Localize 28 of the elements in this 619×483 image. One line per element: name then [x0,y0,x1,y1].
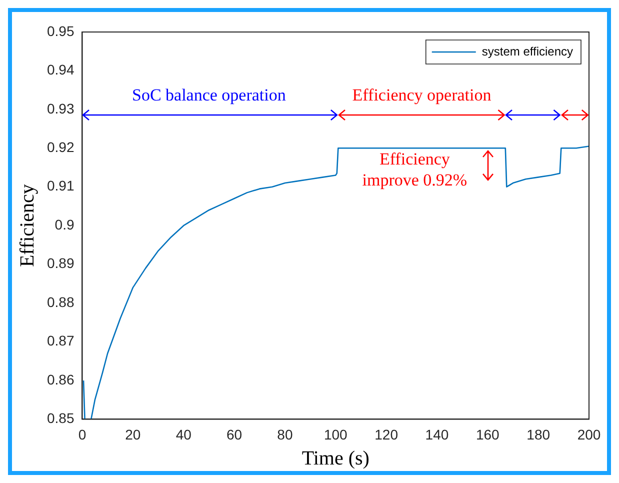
annotation: Efficiency improve 0.92% [362,150,468,190]
y-tick-label: 0.86 [47,371,74,388]
x-tick-label: 120 [374,426,398,442]
x-tick-label: 20 [125,426,141,442]
y-tick-label: 0.88 [47,294,74,310]
y-tick-label: 0.93 [47,100,74,116]
y-tick-label: 0.9 [54,216,74,232]
x-tick-label: 100 [324,426,348,442]
x-tick-label: 0 [78,426,86,442]
y-tick-label: 0.91 [47,178,74,194]
x-tick-label: 140 [425,426,449,442]
annotation: Efficiency operation [352,85,492,104]
x-tick-label: 160 [476,426,500,442]
y-tick-label: 0.94 [47,62,74,78]
x-tick-label: 40 [176,426,192,442]
x-axis-title: Time (s) [302,447,370,470]
y-axis-title: Efficiency [16,184,38,268]
legend-label: system efficiency [482,44,574,58]
y-tick-label: 0.87 [47,332,74,349]
x-tick-label: 200 [577,426,601,442]
y-tick-label: 0.92 [47,139,74,156]
annotation: SoC balance operation [132,85,286,104]
x-tick-label: 80 [277,426,293,442]
y-tick-label: 0.85 [47,410,74,426]
x-tick-label: 180 [526,426,550,442]
y-tick-label: 0.95 [47,22,74,39]
x-tick-label: 60 [226,426,242,442]
y-tick-label: 0.89 [47,255,74,272]
